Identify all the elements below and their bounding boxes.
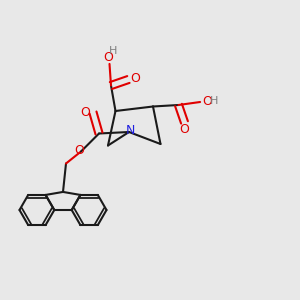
- Text: H: H: [210, 96, 219, 106]
- Text: O: O: [81, 106, 90, 119]
- Text: O: O: [203, 94, 212, 108]
- Text: O: O: [103, 51, 113, 64]
- Text: N: N: [126, 124, 135, 137]
- Text: O: O: [75, 143, 84, 157]
- Text: O: O: [180, 122, 189, 136]
- Text: O: O: [130, 71, 140, 85]
- Text: H: H: [109, 46, 118, 56]
